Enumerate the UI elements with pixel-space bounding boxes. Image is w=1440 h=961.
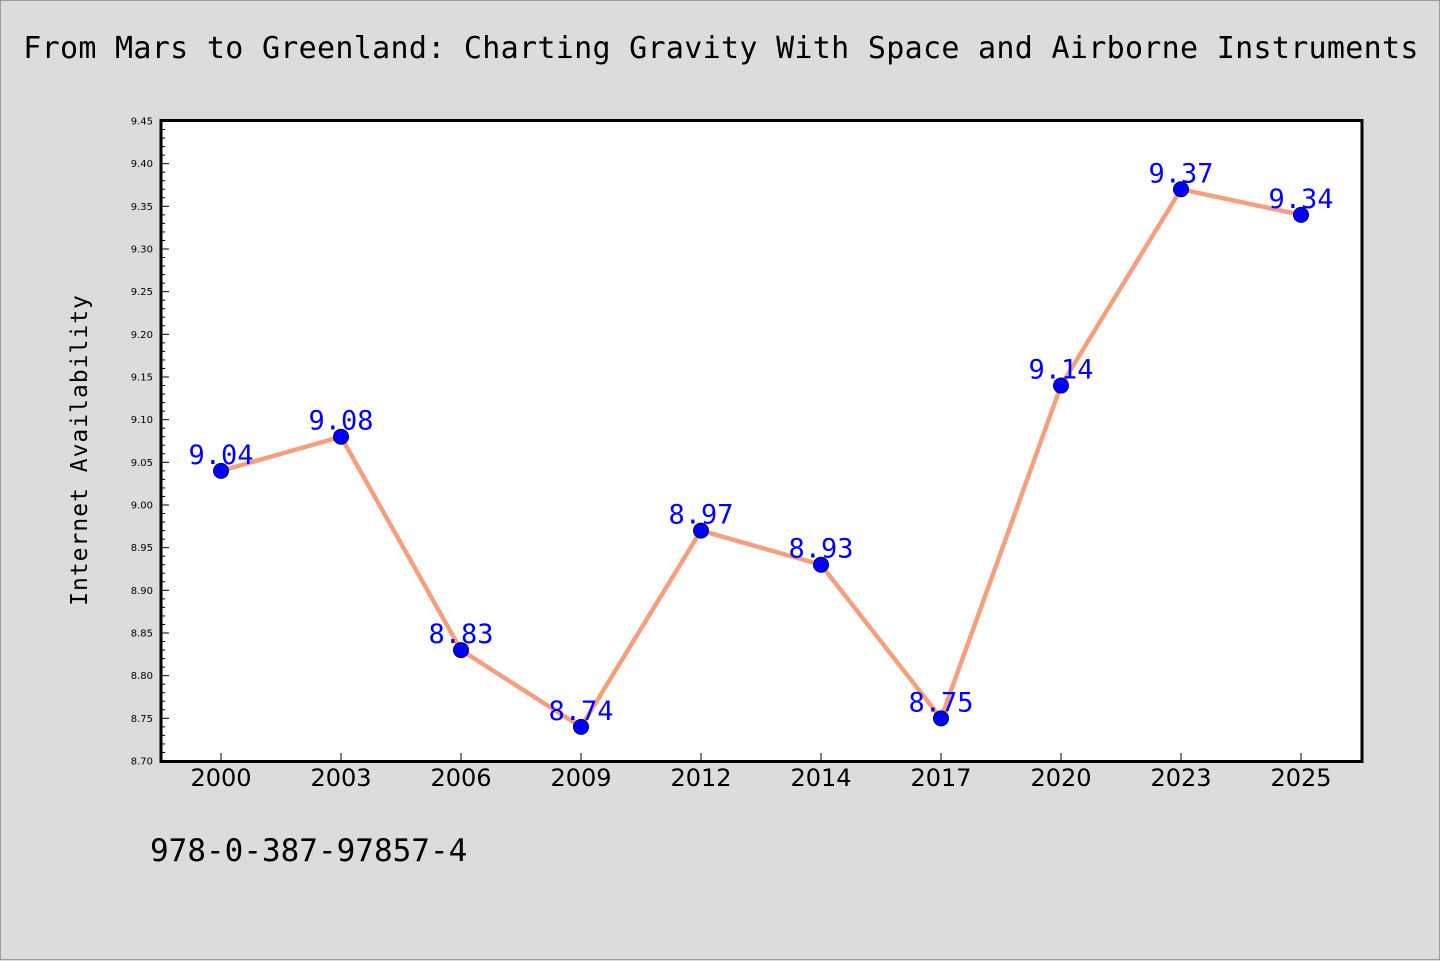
x-axis: 2000 2003 2006 2009 2012 2014 2017 2020 2023 2025 <box>190 753 1332 792</box>
y-tick-label: 9.20 <box>131 330 153 341</box>
data-point <box>573 718 589 735</box>
x-tick-label: 2000 <box>190 764 251 792</box>
data-label: 8.75 <box>908 687 973 718</box>
x-tick-label: 2020 <box>1030 764 1091 792</box>
data-label: 9.37 <box>1148 158 1213 189</box>
data-label: 9.14 <box>1028 355 1093 386</box>
data-point <box>933 710 949 727</box>
data-point <box>453 642 469 659</box>
x-tick-label: 2012 <box>670 764 731 792</box>
series-line-path <box>220 187 1302 730</box>
y-tick-label: 8.85 <box>131 629 153 640</box>
y-tick-label: 9.35 <box>131 202 153 213</box>
data-point <box>1173 181 1189 198</box>
x-tick-label: 2009 <box>550 764 611 792</box>
data-point <box>1293 206 1309 223</box>
y-tick-label: 8.95 <box>131 543 153 554</box>
y-tick-label: 9.25 <box>131 287 153 298</box>
data-point <box>333 428 349 445</box>
x-tick-label: 2017 <box>910 764 971 792</box>
y-tick-label: 9.30 <box>131 245 153 256</box>
y-tick-label: 9.00 <box>131 501 153 512</box>
data-point <box>693 522 709 539</box>
isbn-text: 978-0-387-97857-4 <box>150 833 468 869</box>
data-label: 9.08 <box>308 406 373 437</box>
data-label: 9.34 <box>1268 184 1333 215</box>
plot-area <box>159 119 1364 763</box>
y-axis: 8.70 8.75 8.80 8.85 8.90 8.95 9.00 9.05 9.10 9.15… <box>131 117 169 768</box>
y-tick-label: 8.90 <box>131 586 153 597</box>
y-tick-label: 8.75 <box>131 714 153 725</box>
data-label: 8.93 <box>788 534 853 565</box>
y-tick-label: 8.80 <box>131 671 153 682</box>
y-tick-label: 9.15 <box>131 373 153 384</box>
data-label: 9.04 <box>188 440 253 471</box>
x-tick-label: 2023 <box>1150 764 1211 792</box>
data-label: 8.83 <box>428 619 493 650</box>
data-label: 8.74 <box>548 696 613 727</box>
x-tick-label: 2003 <box>310 764 371 792</box>
data-labels: 9.04 9.08 8.83 8.74 8.97 8.93 8.75 9.14 9.37 9.34 <box>188 158 1333 727</box>
x-tick-label: 2025 <box>1270 764 1331 792</box>
y-tick-label: 9.10 <box>131 415 153 426</box>
y-tick-label: 8.70 <box>131 757 153 768</box>
x-tick-label: 2014 <box>790 764 851 792</box>
data-point <box>1053 377 1069 394</box>
chart-title: From Mars to Greenland: Charting Gravity… <box>23 31 1419 66</box>
y-axis-label: Internet Availability <box>67 294 93 606</box>
y-tick-label: 9.05 <box>131 458 153 469</box>
data-point <box>813 556 829 573</box>
y-tick-label: 9.45 <box>131 117 153 128</box>
x-tick-label: 2006 <box>430 764 491 792</box>
series-markers <box>213 181 1309 735</box>
data-point <box>213 462 229 479</box>
series-line <box>220 187 1302 730</box>
y-tick-label: 9.40 <box>131 159 153 170</box>
data-label: 8.97 <box>668 500 733 531</box>
